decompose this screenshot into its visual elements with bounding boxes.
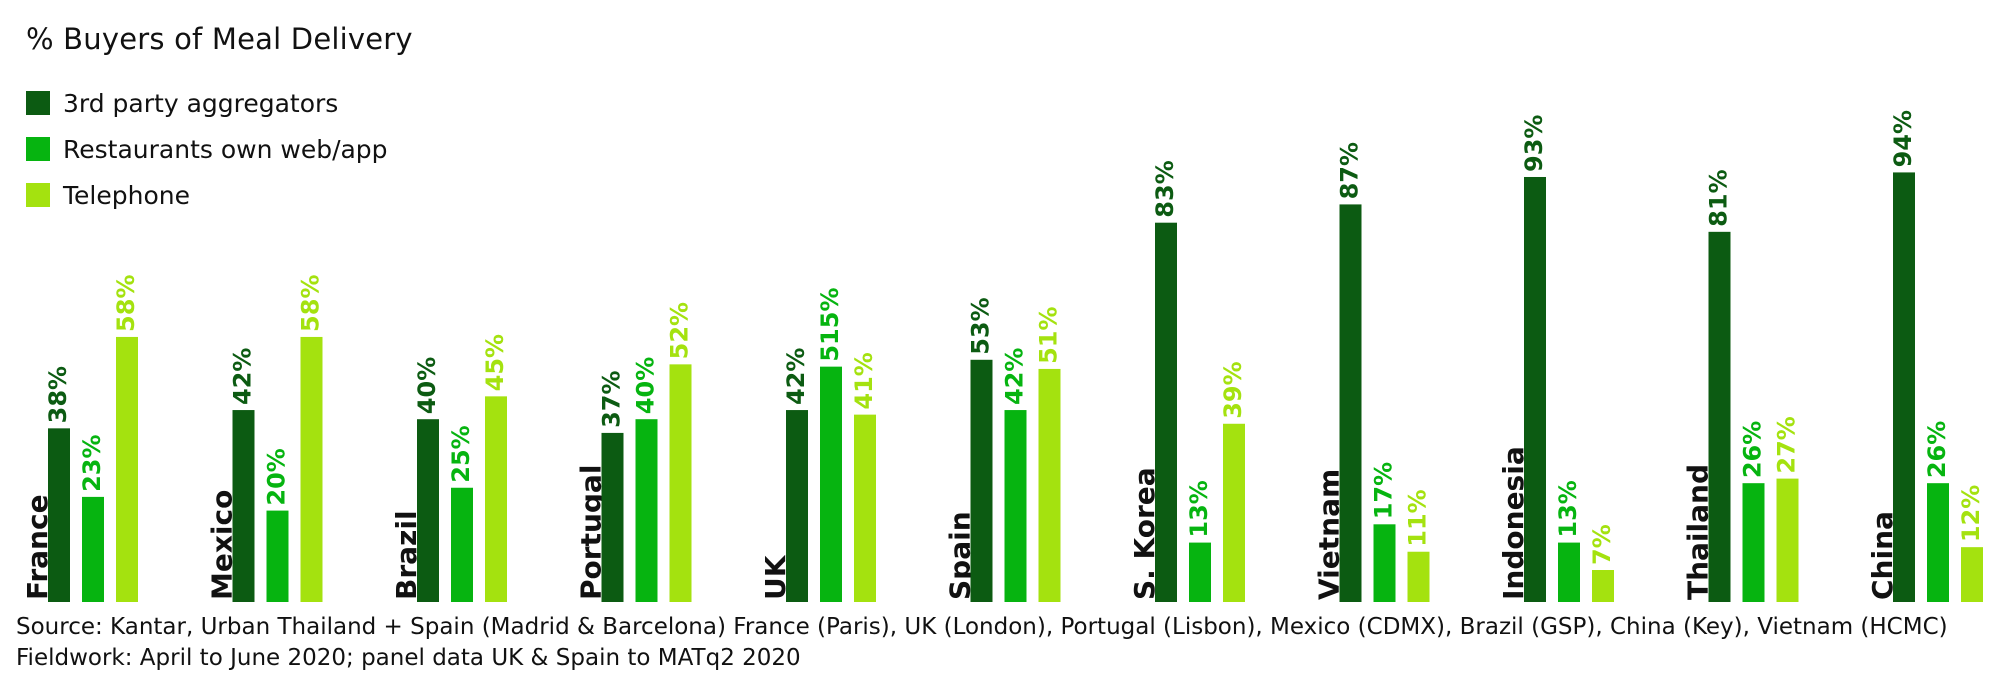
bar-portugal-3rd-party-aggregators <box>601 432 624 602</box>
bar-spain-restaurants-own-web-app <box>1004 410 1027 602</box>
bar-vietnam-restaurants-own-web-app <box>1373 524 1396 602</box>
data-label-uk-3rd-party-aggregators: 42% <box>782 348 810 405</box>
bar-mexico-restaurants-own-web-app <box>266 510 289 602</box>
bar-vietnam-telephone <box>1407 551 1430 602</box>
chart-legend: 3rd party aggregators Restaurants own we… <box>26 80 388 218</box>
bar-thailand-3rd-party-aggregators <box>1708 231 1731 602</box>
chart-title: % Buyers of Meal Delivery <box>26 22 413 56</box>
bar-france-telephone <box>116 336 138 602</box>
bar-brazil-3rd-party-aggregators <box>417 419 439 602</box>
data-label-vietnam-3rd-party-aggregators: 87% <box>1336 142 1364 199</box>
data-label-s-korea-telephone: 39% <box>1219 361 1247 418</box>
bar-indonesia-restaurants-own-web-app <box>1558 542 1580 602</box>
bar-s-korea-restaurants-own-web-app <box>1189 542 1211 602</box>
bar-spain-3rd-party-aggregators <box>970 359 993 602</box>
data-label-china-telephone: 12% <box>1957 485 1985 542</box>
legend-item-3rd-party-aggregators: 3rd party aggregators <box>26 80 388 126</box>
data-label-brazil-telephone: 45% <box>481 334 509 391</box>
data-label-indonesia-restaurants-own-web-app: 13% <box>1554 480 1582 537</box>
legend-label-3rd-party-aggregators: 3rd party aggregators <box>63 88 339 118</box>
data-label-france-telephone: 58% <box>112 274 140 331</box>
data-label-mexico-3rd-party-aggregators: 42% <box>229 348 257 405</box>
data-label-thailand-restaurants-own-web-app: 26% <box>1739 421 1767 478</box>
data-label-china-3rd-party-aggregators: 94% <box>1889 110 1917 167</box>
bar-mexico-3rd-party-aggregators <box>232 410 255 602</box>
data-label-thailand-3rd-party-aggregators: 81% <box>1705 169 1733 226</box>
bar-china-3rd-party-aggregators <box>1893 172 1915 603</box>
data-label-s-korea-restaurants-own-web-app: 13% <box>1185 480 1213 537</box>
bar-thailand-telephone <box>1776 478 1799 602</box>
bar-china-telephone <box>1961 547 1983 602</box>
legend-label-telephone: Telephone <box>63 180 190 210</box>
legend-swatch-3rd-party-aggregators <box>26 91 50 115</box>
source-note: Source: Kantar, Urban Thailand + Spain (… <box>16 614 1948 640</box>
bar-mexico-telephone <box>300 336 323 602</box>
data-label-s-korea-3rd-party-aggregators: 83% <box>1151 160 1179 217</box>
data-label-uk-restaurants-own-web-app: 515% <box>816 287 844 361</box>
data-label-indonesia-telephone: 7% <box>1588 524 1616 565</box>
bar-brazil-telephone <box>485 396 507 602</box>
legend-swatch-telephone <box>26 183 50 207</box>
bar-portugal-telephone <box>669 364 692 602</box>
data-label-spain-restaurants-own-web-app: 42% <box>1001 348 1029 405</box>
legend-item-telephone: Telephone <box>26 172 388 218</box>
data-label-mexico-telephone: 58% <box>297 274 325 331</box>
data-label-china-restaurants-own-web-app: 26% <box>1923 421 1951 478</box>
legend-swatch-restaurants-own-web-app <box>26 137 50 161</box>
bar-brazil-restaurants-own-web-app <box>451 487 473 602</box>
data-label-portugal-3rd-party-aggregators: 37% <box>598 370 626 427</box>
bar-uk-telephone <box>854 414 876 602</box>
bar-vietnam-3rd-party-aggregators <box>1339 204 1362 602</box>
bar-france-3rd-party-aggregators <box>48 428 70 602</box>
data-label-spain-telephone: 51% <box>1035 306 1063 363</box>
bar-portugal-restaurants-own-web-app <box>635 419 658 602</box>
data-label-brazil-restaurants-own-web-app: 25% <box>447 425 475 482</box>
bar-indonesia-3rd-party-aggregators <box>1524 176 1546 603</box>
bar-china-restaurants-own-web-app <box>1927 483 1949 602</box>
data-label-portugal-restaurants-own-web-app: 40% <box>632 357 660 414</box>
data-label-vietnam-restaurants-own-web-app: 17% <box>1370 462 1398 519</box>
bar-uk-3rd-party-aggregators <box>786 410 808 602</box>
fieldwork-note: Fieldwork: April to June 2020; panel dat… <box>16 645 801 671</box>
bar-thailand-restaurants-own-web-app <box>1742 483 1765 602</box>
data-label-france-3rd-party-aggregators: 38% <box>44 366 72 423</box>
legend-label-restaurants-own-web-app: Restaurants own web/app <box>63 134 388 164</box>
bar-uk-restaurants-own-web-app <box>820 366 842 602</box>
bar-indonesia-telephone <box>1592 570 1614 602</box>
data-label-spain-3rd-party-aggregators: 53% <box>967 297 995 354</box>
bar-france-restaurants-own-web-app <box>82 496 104 602</box>
data-label-mexico-restaurants-own-web-app: 20% <box>263 448 291 505</box>
data-label-vietnam-telephone: 11% <box>1404 489 1432 546</box>
data-label-france-restaurants-own-web-app: 23% <box>78 434 106 491</box>
data-label-portugal-telephone: 52% <box>666 302 694 359</box>
data-label-uk-telephone: 41% <box>850 352 878 409</box>
data-label-thailand-telephone: 27% <box>1773 416 1801 473</box>
bar-s-korea-telephone <box>1223 423 1245 602</box>
bar-spain-telephone <box>1038 368 1061 602</box>
legend-item-restaurants-own-web-app: Restaurants own web/app <box>26 126 388 172</box>
data-label-indonesia-3rd-party-aggregators: 93% <box>1520 115 1548 172</box>
data-label-brazil-3rd-party-aggregators: 40% <box>413 357 441 414</box>
bar-s-korea-3rd-party-aggregators <box>1155 222 1177 602</box>
